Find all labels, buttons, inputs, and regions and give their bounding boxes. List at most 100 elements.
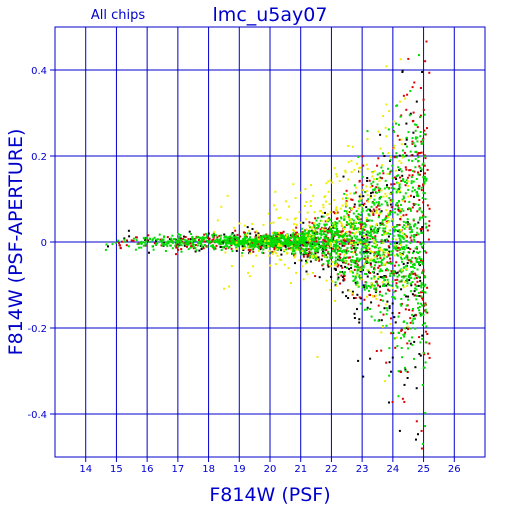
data-point — [363, 228, 366, 231]
data-point — [308, 250, 311, 253]
data-point — [382, 276, 385, 279]
data-point — [411, 293, 414, 296]
data-point — [227, 247, 230, 250]
data-point — [405, 246, 408, 249]
data-point — [379, 247, 382, 250]
data-point — [297, 248, 300, 251]
data-point — [393, 144, 396, 147]
data-point — [357, 156, 360, 158]
data-point — [216, 238, 219, 241]
data-point — [186, 239, 189, 242]
data-point — [409, 342, 412, 345]
data-point — [367, 213, 370, 216]
data-point — [384, 192, 387, 195]
data-point — [187, 243, 190, 246]
data-point — [402, 94, 405, 97]
data-point — [395, 175, 398, 178]
data-point — [140, 243, 143, 245]
data-point — [354, 277, 357, 280]
data-point — [364, 225, 367, 228]
data-point — [328, 231, 331, 234]
data-point — [388, 197, 391, 200]
data-point — [405, 279, 408, 282]
data-point — [336, 231, 339, 234]
data-point — [418, 250, 421, 253]
data-point — [333, 212, 336, 215]
data-point — [423, 113, 426, 116]
data-point — [306, 232, 309, 235]
data-point — [375, 191, 378, 194]
data-point — [403, 155, 406, 158]
data-point — [411, 270, 414, 273]
data-point — [422, 214, 425, 217]
data-point — [380, 349, 383, 352]
data-point — [382, 172, 385, 175]
data-point — [424, 291, 427, 294]
data-point — [401, 198, 404, 201]
data-point — [223, 233, 226, 236]
data-point — [118, 241, 120, 244]
data-point — [292, 241, 295, 244]
data-point — [180, 248, 183, 251]
data-point — [414, 129, 417, 132]
data-point — [135, 236, 137, 239]
data-point — [426, 127, 428, 130]
data-point — [351, 292, 354, 295]
data-point — [407, 259, 410, 262]
data-point — [364, 241, 367, 244]
data-point — [343, 234, 346, 237]
data-point — [296, 245, 299, 248]
data-point — [376, 273, 379, 275]
data-point — [382, 251, 385, 254]
data-point — [389, 170, 392, 173]
data-point — [415, 387, 418, 390]
data-point — [322, 268, 325, 271]
data-point — [382, 240, 385, 243]
data-point — [373, 267, 376, 270]
data-point — [313, 229, 316, 232]
data-point — [365, 239, 368, 242]
data-point — [384, 251, 387, 254]
data-point — [183, 238, 186, 241]
data-point — [248, 229, 251, 232]
data-point — [394, 238, 397, 241]
data-point — [143, 237, 146, 240]
data-point — [365, 219, 368, 222]
data-point — [264, 236, 267, 238]
data-point — [401, 71, 404, 73]
data-point — [322, 244, 325, 247]
data-point — [244, 242, 247, 245]
data-point — [391, 356, 394, 359]
data-point — [389, 272, 392, 275]
data-point — [337, 255, 340, 258]
data-point — [328, 246, 331, 249]
data-point — [373, 268, 376, 271]
data-point — [253, 243, 255, 246]
data-point — [399, 191, 402, 194]
data-point — [306, 248, 309, 251]
data-point — [419, 228, 422, 231]
data-point — [356, 272, 359, 275]
data-point — [343, 274, 346, 277]
data-point — [335, 263, 338, 266]
data-point — [295, 236, 298, 239]
data-point — [243, 247, 246, 250]
data-point — [154, 244, 157, 246]
data-point — [343, 228, 345, 230]
data-point — [335, 206, 338, 209]
data-point — [243, 224, 246, 227]
data-point — [385, 361, 388, 364]
data-point — [273, 231, 276, 234]
data-point — [374, 256, 377, 258]
data-point — [398, 187, 401, 190]
data-point — [168, 238, 171, 241]
data-point — [242, 249, 245, 251]
data-point — [370, 182, 373, 185]
data-point — [334, 259, 337, 262]
data-point — [243, 244, 246, 247]
data-point — [288, 239, 291, 242]
data-point — [358, 318, 361, 321]
data-point — [209, 240, 212, 243]
data-point — [332, 240, 335, 243]
data-point — [386, 203, 389, 206]
